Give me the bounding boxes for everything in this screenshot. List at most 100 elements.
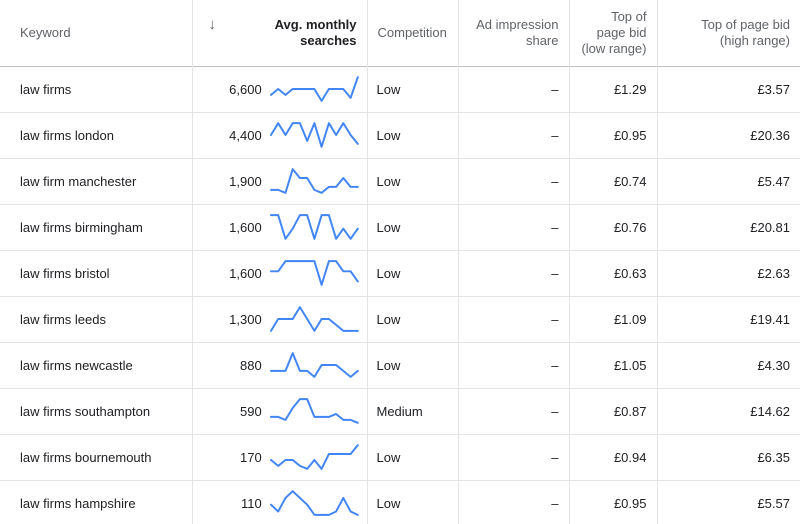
keyword-cell: law firms southampton xyxy=(0,388,193,434)
column-header-ad-impression-share[interactable]: Ad impression share xyxy=(458,0,570,66)
keyword-text: law firms leeds xyxy=(20,311,106,327)
low-bid-cell: £1.29 xyxy=(569,66,658,112)
avg-searches-value: 1,900 xyxy=(229,173,262,189)
competition-value: Low xyxy=(376,311,401,327)
trend-sparkline[interactable] xyxy=(269,121,359,149)
competition-value: Low xyxy=(376,173,401,189)
keyword-text: law firm manchester xyxy=(20,173,137,189)
avg-searches-cell: 880 xyxy=(192,342,368,388)
avg-searches-cell: 170 xyxy=(192,434,368,480)
competition-value: Low xyxy=(376,219,401,235)
keyword-text: law firms birmingham xyxy=(20,219,143,235)
column-header-competition-label: Competition xyxy=(377,24,447,40)
avg-searches-value: 590 xyxy=(240,403,262,419)
keyword-cell: law firms london xyxy=(0,112,193,158)
competition-value: Low xyxy=(376,265,401,281)
trend-sparkline[interactable] xyxy=(269,489,359,517)
low-bid-cell: £0.87 xyxy=(569,388,658,434)
impression-share-cell: – xyxy=(458,480,570,524)
table-row[interactable]: law firms southampton 590 Medium – £0.87 £14.… xyxy=(0,388,800,434)
trend-line xyxy=(269,168,359,194)
competition-cell: Low xyxy=(367,158,459,204)
table-row[interactable]: law firm manchester 1,900 Low – £0.74 £5.47 xyxy=(0,158,800,204)
low-bid-value: £1.05 xyxy=(613,357,647,373)
column-header-competition[interactable]: Competition xyxy=(367,0,459,66)
table-row[interactable]: law firms newcastle 880 Low – £1.05 £4.30 xyxy=(0,342,800,388)
table-row[interactable]: law firms 6,600 Low – £1.29 £3.57 xyxy=(0,66,800,112)
keyword-cell: law firms bournemouth xyxy=(0,434,193,480)
table-body: law firms 6,600 Low – £1.29 £3.57 law firms lo… xyxy=(0,66,800,524)
impression-share-cell: – xyxy=(458,204,570,250)
impression-share-value: – xyxy=(551,311,559,327)
impression-share-cell: – xyxy=(458,434,570,480)
column-header-high-bid-line1: Top of page bid xyxy=(701,16,790,32)
trend-sparkline[interactable] xyxy=(269,167,359,195)
high-bid-cell: £20.36 xyxy=(657,112,800,158)
keyword-text: law firms bournemouth xyxy=(20,449,152,465)
high-bid-cell: £20.81 xyxy=(657,204,800,250)
trend-line xyxy=(269,122,359,148)
impression-share-value: – xyxy=(551,357,559,373)
high-bid-cell: £5.57 xyxy=(657,480,800,524)
impression-share-cell: – xyxy=(458,158,570,204)
avg-searches-value: 1,300 xyxy=(229,311,262,327)
impression-share-value: – xyxy=(551,449,559,465)
high-bid-cell: £5.47 xyxy=(657,158,800,204)
table-row[interactable]: law firms leeds 1,300 Low – £1.09 £19.41 xyxy=(0,296,800,342)
trend-sparkline[interactable] xyxy=(269,443,359,471)
competition-value: Low xyxy=(376,127,401,143)
low-bid-cell: £0.95 xyxy=(569,480,658,524)
impression-share-value: – xyxy=(551,173,559,189)
high-bid-value: £2.63 xyxy=(757,265,790,281)
competition-value: Low xyxy=(376,449,401,465)
table-row[interactable]: law firms bristol 1,600 Low – £0.63 £2.63 xyxy=(0,250,800,296)
column-header-low-range-bid[interactable]: Top of page bid (low range) xyxy=(569,0,658,66)
table-row[interactable]: law firms london 4,400 Low – £0.95 £20.36 xyxy=(0,112,800,158)
impression-share-value: – xyxy=(551,495,559,511)
low-bid-cell: £0.95 xyxy=(569,112,658,158)
trend-sparkline[interactable] xyxy=(269,351,359,379)
low-bid-value: £0.63 xyxy=(613,265,647,281)
avg-searches-cell: 1,600 xyxy=(192,204,368,250)
column-header-high-range-bid[interactable]: Top of page bid (high range) xyxy=(657,0,800,66)
column-header-low-bid-line3: (low range) xyxy=(581,40,647,56)
impression-share-value: – xyxy=(551,219,559,235)
trend-sparkline[interactable] xyxy=(269,397,359,425)
table-header: Keyword ↓ Avg. monthly searches Competit… xyxy=(0,0,800,66)
high-bid-value: £3.57 xyxy=(757,81,790,97)
impression-share-value: – xyxy=(551,403,559,419)
table-row[interactable]: law firms bournemouth 170 Low – £0.94 £6.35 xyxy=(0,434,800,480)
avg-searches-value: 1,600 xyxy=(229,265,262,281)
high-bid-cell: £3.57 xyxy=(657,66,800,112)
trend-sparkline[interactable] xyxy=(269,213,359,241)
column-header-low-bid-line1: Top of xyxy=(611,8,647,24)
keyword-cell: law firms xyxy=(0,66,193,112)
trend-sparkline[interactable] xyxy=(269,305,359,333)
impression-share-cell: – xyxy=(458,296,570,342)
avg-searches-value: 1,600 xyxy=(229,219,262,235)
high-bid-value: £20.81 xyxy=(750,219,790,235)
column-header-impression-line1: Ad impression xyxy=(476,16,559,32)
competition-cell: Medium xyxy=(367,388,459,434)
avg-searches-value: 880 xyxy=(240,357,262,373)
high-bid-cell: £19.41 xyxy=(657,296,800,342)
column-header-impression-line2: share xyxy=(525,32,559,48)
trend-sparkline[interactable] xyxy=(269,75,359,103)
arrow-down-icon[interactable]: ↓ xyxy=(208,15,217,33)
keyword-cell: law firms newcastle xyxy=(0,342,193,388)
table-row[interactable]: law firms birmingham 1,600 Low – £0.76 £20.81 xyxy=(0,204,800,250)
column-header-avg-monthly-searches[interactable]: ↓ Avg. monthly searches xyxy=(192,0,368,66)
keyword-text: law firms newcastle xyxy=(20,357,133,373)
low-bid-cell: £1.09 xyxy=(569,296,658,342)
competition-cell: Low xyxy=(367,250,459,296)
avg-searches-value: 110 xyxy=(240,495,262,511)
high-bid-value: £4.30 xyxy=(757,357,790,373)
trend-sparkline[interactable] xyxy=(269,259,359,287)
impression-share-cell: – xyxy=(458,342,570,388)
low-bid-value: £0.94 xyxy=(613,449,647,465)
table-row[interactable]: law firms hampshire 110 Low – £0.95 £5.57 xyxy=(0,480,800,524)
low-bid-value: £0.76 xyxy=(613,219,647,235)
avg-searches-value: 6,600 xyxy=(229,81,262,97)
keyword-cell: law firms hampshire xyxy=(0,480,193,524)
column-header-keyword[interactable]: Keyword xyxy=(0,0,193,66)
